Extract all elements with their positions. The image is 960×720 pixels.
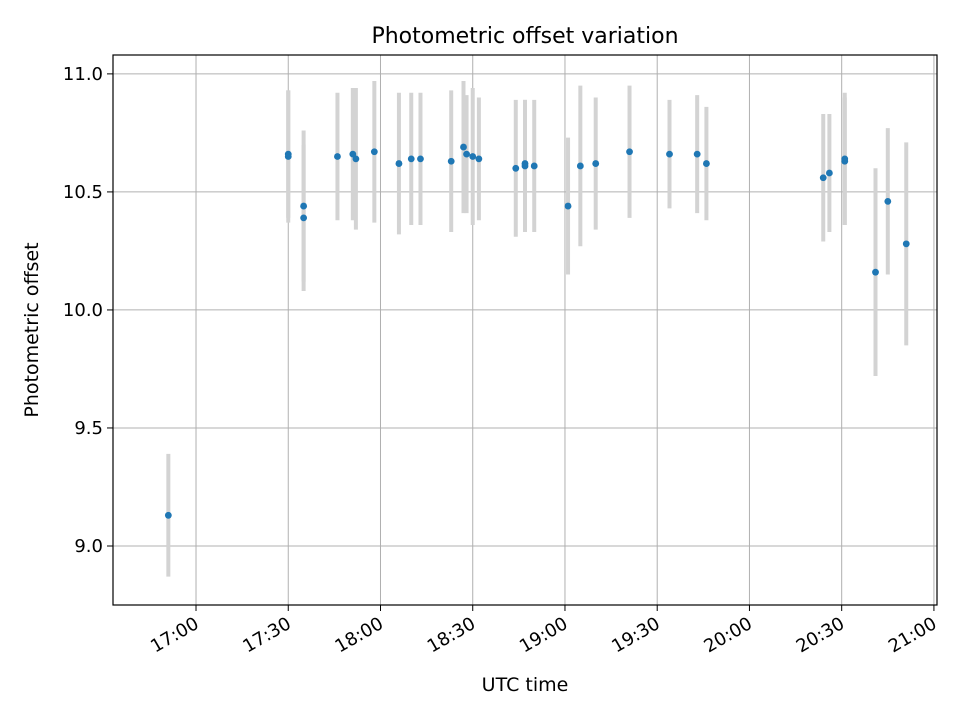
data-point (841, 155, 849, 163)
data-point (564, 202, 572, 210)
data-point (460, 143, 467, 151)
data-point (164, 511, 172, 519)
data-point (300, 202, 308, 210)
data-point (884, 197, 892, 205)
data-point (819, 174, 827, 182)
y-tick-label: 9.0 (74, 536, 103, 557)
data-point (693, 150, 701, 158)
data-point (902, 240, 910, 248)
x-axis-label: UTC time (482, 674, 569, 696)
data-point (703, 160, 710, 167)
data-point (475, 155, 483, 163)
data-point (512, 164, 520, 172)
data-point (284, 150, 292, 158)
y-tick-label: 10.0 (63, 300, 103, 321)
data-point (370, 148, 378, 156)
y-axis-label: Photometric offset (21, 242, 43, 417)
data-point (334, 153, 341, 160)
y-tick-label: 10.5 (63, 182, 103, 203)
data-point (521, 160, 529, 167)
grid-lines (113, 55, 937, 605)
plot-frame (112, 54, 938, 606)
data-point (463, 150, 470, 158)
data-point (300, 214, 308, 222)
data-point (576, 162, 584, 170)
data-point (395, 160, 403, 167)
data-point (872, 268, 879, 276)
data-point (626, 148, 633, 156)
chart-title: Photometric offset variation (371, 24, 678, 49)
data-points (164, 143, 910, 519)
data-point (417, 155, 424, 163)
y-tick-label: 11.0 (63, 64, 103, 85)
data-point (530, 162, 538, 170)
data-point (447, 157, 455, 165)
y-tick-label: 9.5 (74, 418, 103, 439)
data-point (592, 160, 600, 167)
data-point (352, 155, 360, 163)
data-point (666, 150, 673, 158)
data-point (825, 169, 833, 177)
data-point (407, 155, 415, 163)
data-point (469, 153, 477, 160)
